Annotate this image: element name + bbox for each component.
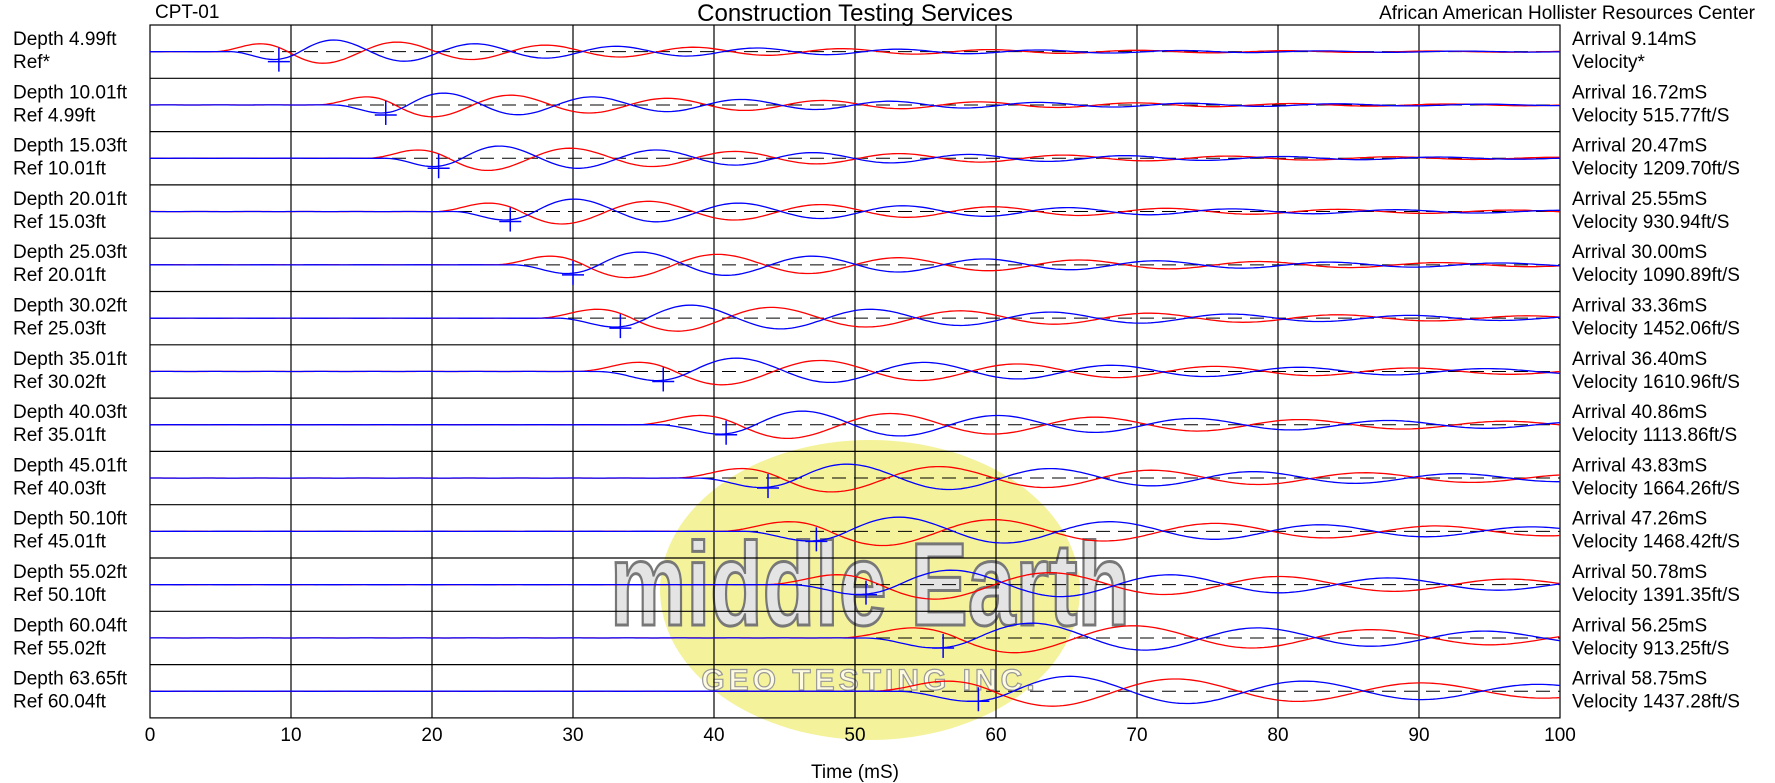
velocity-label: Velocity 1113.86ft/S xyxy=(1572,425,1737,446)
ref-label: Ref 35.01ft xyxy=(13,425,107,446)
x-tick-label: 80 xyxy=(1267,725,1288,746)
x-tick-label: 50 xyxy=(844,725,865,746)
reference-trace xyxy=(150,304,1561,330)
arrival-label: Arrival 16.72mS xyxy=(1572,82,1707,103)
velocity-label: Velocity 515.77ft/S xyxy=(1572,105,1729,126)
depth-label: Depth 40.03ft xyxy=(13,402,128,423)
ref-label: Ref 20.01ft xyxy=(13,265,107,286)
arrival-label: Arrival 33.36mS xyxy=(1572,296,1707,317)
velocity-label: Velocity* xyxy=(1572,52,1645,73)
x-axis: Time (mS) 0 10 20 30 40 50 60 70 80 90 100 xyxy=(145,725,1576,783)
depth-label: Depth 35.01ft xyxy=(13,349,128,370)
ref-label: Ref 50.10ft xyxy=(13,585,107,606)
reference-trace xyxy=(150,251,1561,276)
depth-label: Depth 50.10ft xyxy=(13,509,128,530)
arrival-label: Arrival 25.55mS xyxy=(1572,189,1707,210)
velocity-label: Velocity 1437.28ft/S xyxy=(1572,692,1740,713)
velocity-label: Velocity 1468.42ft/S xyxy=(1572,532,1740,553)
velocity-label: Velocity 1664.26ft/S xyxy=(1572,478,1740,499)
velocity-label: Velocity 913.25ft/S xyxy=(1572,638,1729,659)
velocity-label: Velocity 1391.35ft/S xyxy=(1572,585,1740,606)
ref-label: Ref 55.02ft xyxy=(13,638,107,659)
x-tick-label: 100 xyxy=(1544,725,1576,746)
reference-trace xyxy=(150,198,1560,223)
watermark-logo-subtext: GEO TESTING INC. xyxy=(701,664,1038,697)
depth-label: Depth 55.02ft xyxy=(13,562,128,583)
arrival-label: Arrival 9.14mS xyxy=(1572,29,1697,50)
reference-trace xyxy=(150,357,1561,384)
arrival-label: Arrival 47.26mS xyxy=(1572,509,1707,530)
chart-title: Construction Testing Services xyxy=(697,0,1013,27)
reference-trace xyxy=(150,410,1561,437)
arrival-label: Arrival 40.86mS xyxy=(1572,402,1707,423)
reference-trace xyxy=(150,675,1561,705)
ref-label: Ref 60.04ft xyxy=(13,692,107,713)
depth-trace xyxy=(150,41,1560,64)
x-tick-label: 0 xyxy=(145,725,156,746)
arrival-label: Arrival 30.00mS xyxy=(1572,242,1707,263)
depth-label: Depth 10.01ft xyxy=(13,82,128,103)
x-axis-label: Time (mS) xyxy=(811,762,899,783)
arrival-label: Arrival 56.25mS xyxy=(1572,615,1707,636)
depth-label: Depth 30.02ft xyxy=(13,296,128,317)
x-tick-label: 10 xyxy=(280,725,301,746)
depth-label: Depth 63.65ft xyxy=(13,669,128,690)
arrival-label: Arrival 36.40mS xyxy=(1572,349,1707,370)
arrival-label: Arrival 58.75mS xyxy=(1572,669,1707,690)
reference-trace xyxy=(149,92,1560,116)
ref-label: Ref* xyxy=(13,52,51,73)
reference-trace xyxy=(150,622,1561,651)
ref-label: Ref 10.01ft xyxy=(13,159,107,180)
depth-label: Depth 45.01ft xyxy=(13,455,128,476)
depth-label: Depth 15.03ft xyxy=(13,136,128,157)
velocity-label: Velocity 1090.89ft/S xyxy=(1572,265,1740,286)
ref-label: Ref 30.02ft xyxy=(13,372,107,393)
ref-label: Ref 15.03ft xyxy=(13,212,107,233)
x-tick-label: 40 xyxy=(703,725,724,746)
ref-label: Ref 25.03ft xyxy=(13,319,107,340)
velocity-label: Velocity 1610.96ft/S xyxy=(1572,372,1740,393)
arrival-label: Arrival 20.47mS xyxy=(1572,136,1707,157)
ref-label: Ref 40.03ft xyxy=(13,478,107,499)
arrival-label: Arrival 43.83mS xyxy=(1572,455,1707,476)
x-tick-label: 20 xyxy=(421,725,442,746)
ref-label: Ref 45.01ft xyxy=(13,532,107,553)
reference-trace xyxy=(150,145,1561,169)
velocity-label: Velocity 1452.06ft/S xyxy=(1572,319,1740,340)
x-tick-label: 90 xyxy=(1408,725,1429,746)
reference-trace xyxy=(150,516,1561,544)
site-name: African American Hollister Resources Cen… xyxy=(1379,3,1755,24)
depth-trace xyxy=(150,94,1561,118)
ref-label: Ref 4.99ft xyxy=(13,105,96,126)
depth-label: Depth 20.01ft xyxy=(13,189,128,210)
x-tick-label: 70 xyxy=(1126,725,1147,746)
watermark-logo: middle Earth GEO TESTING INC. xyxy=(609,440,1132,740)
reference-trace xyxy=(150,463,1560,491)
velocity-label: Velocity 930.94ft/S xyxy=(1572,212,1729,233)
x-tick-label: 30 xyxy=(562,725,583,746)
depth-label: Depth 25.03ft xyxy=(13,242,128,263)
depth-label: Depth 4.99ft xyxy=(13,29,117,50)
reference-trace xyxy=(150,39,1561,62)
depth-label: Depth 60.04ft xyxy=(13,615,128,636)
project-id: CPT-01 xyxy=(155,2,220,23)
arrival-label: Arrival 50.78mS xyxy=(1572,562,1707,583)
x-tick-label: 60 xyxy=(985,725,1006,746)
velocity-label: Velocity 1209.70ft/S xyxy=(1572,159,1740,180)
